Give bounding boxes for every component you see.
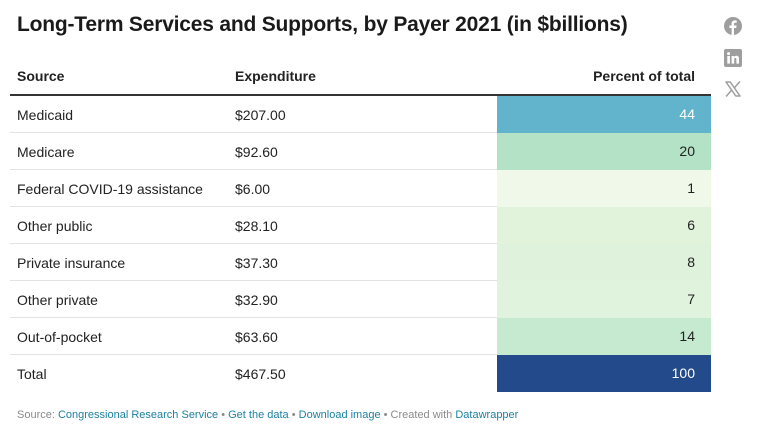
cell-expenditure: $63.60 bbox=[235, 329, 278, 345]
source-link[interactable]: Congressional Research Service bbox=[57, 409, 219, 421]
footer-created-with: • Created with bbox=[380, 409, 456, 421]
cell-expenditure: $467.50 bbox=[235, 366, 286, 382]
table-row: Other public $28.10 6 bbox=[10, 207, 711, 244]
footer-source-label: Source: bbox=[17, 409, 58, 421]
payer-table: Source Expenditure Percent of total Medi… bbox=[10, 58, 711, 392]
footer-separator: • bbox=[218, 409, 229, 421]
cell-source: Medicare bbox=[17, 144, 75, 160]
column-header-percent[interactable]: Percent of total bbox=[593, 68, 695, 84]
cell-source: Total bbox=[17, 366, 47, 382]
table-row: Out-of-pocket $63.60 14 bbox=[10, 318, 711, 355]
download-image-link[interactable]: Download image bbox=[298, 409, 381, 421]
table-row: Other private $32.90 7 bbox=[10, 281, 711, 318]
cell-percent: 1 bbox=[497, 170, 711, 207]
cell-expenditure: $28.10 bbox=[235, 218, 278, 234]
table-row: Federal COVID-19 assistance $6.00 1 bbox=[10, 170, 711, 207]
table-row: Private insurance $37.30 8 bbox=[10, 244, 711, 281]
table-header: Source Expenditure Percent of total bbox=[10, 58, 711, 96]
cell-expenditure: $37.30 bbox=[235, 255, 278, 271]
cell-expenditure: $6.00 bbox=[235, 181, 271, 197]
cell-percent: 20 bbox=[497, 133, 711, 170]
cell-percent: 8 bbox=[497, 244, 711, 281]
cell-source: Other public bbox=[17, 218, 93, 234]
cell-percent: 14 bbox=[497, 318, 711, 355]
footer: Source: Congressional Research Service •… bbox=[17, 409, 518, 421]
cell-expenditure: $92.60 bbox=[235, 144, 278, 160]
cell-source: Private insurance bbox=[17, 255, 126, 271]
cell-percent: 6 bbox=[497, 207, 711, 244]
x-share-button[interactable] bbox=[724, 80, 742, 98]
linkedin-icon bbox=[724, 49, 742, 67]
table-row: Medicaid $207.00 44 bbox=[10, 96, 711, 133]
datawrapper-link[interactable]: Datawrapper bbox=[455, 409, 519, 421]
cell-expenditure: $32.90 bbox=[235, 292, 278, 308]
cell-source: Out-of-pocket bbox=[17, 329, 102, 345]
cell-source: Federal COVID-19 assistance bbox=[17, 181, 203, 197]
column-header-expenditure[interactable]: Expenditure bbox=[235, 68, 316, 84]
column-header-source[interactable]: Source bbox=[17, 68, 65, 84]
cell-percent: 44 bbox=[497, 96, 711, 133]
cell-source: Medicaid bbox=[17, 107, 74, 123]
facebook-share-button[interactable] bbox=[724, 17, 742, 35]
footer-separator: • bbox=[288, 409, 299, 421]
cell-percent: 100 bbox=[497, 355, 711, 392]
cell-percent: 7 bbox=[497, 281, 711, 318]
table-row-total: Total $467.50 100 bbox=[10, 355, 711, 392]
linkedin-share-button[interactable] bbox=[724, 49, 742, 67]
facebook-icon bbox=[724, 17, 742, 35]
cell-source: Other private bbox=[17, 292, 98, 308]
table-row: Medicare $92.60 20 bbox=[10, 133, 711, 170]
cell-expenditure: $207.00 bbox=[235, 107, 286, 123]
get-data-link[interactable]: Get the data bbox=[228, 409, 289, 421]
x-icon bbox=[725, 81, 741, 97]
page-title: Long-Term Services and Supports, by Paye… bbox=[17, 13, 628, 36]
